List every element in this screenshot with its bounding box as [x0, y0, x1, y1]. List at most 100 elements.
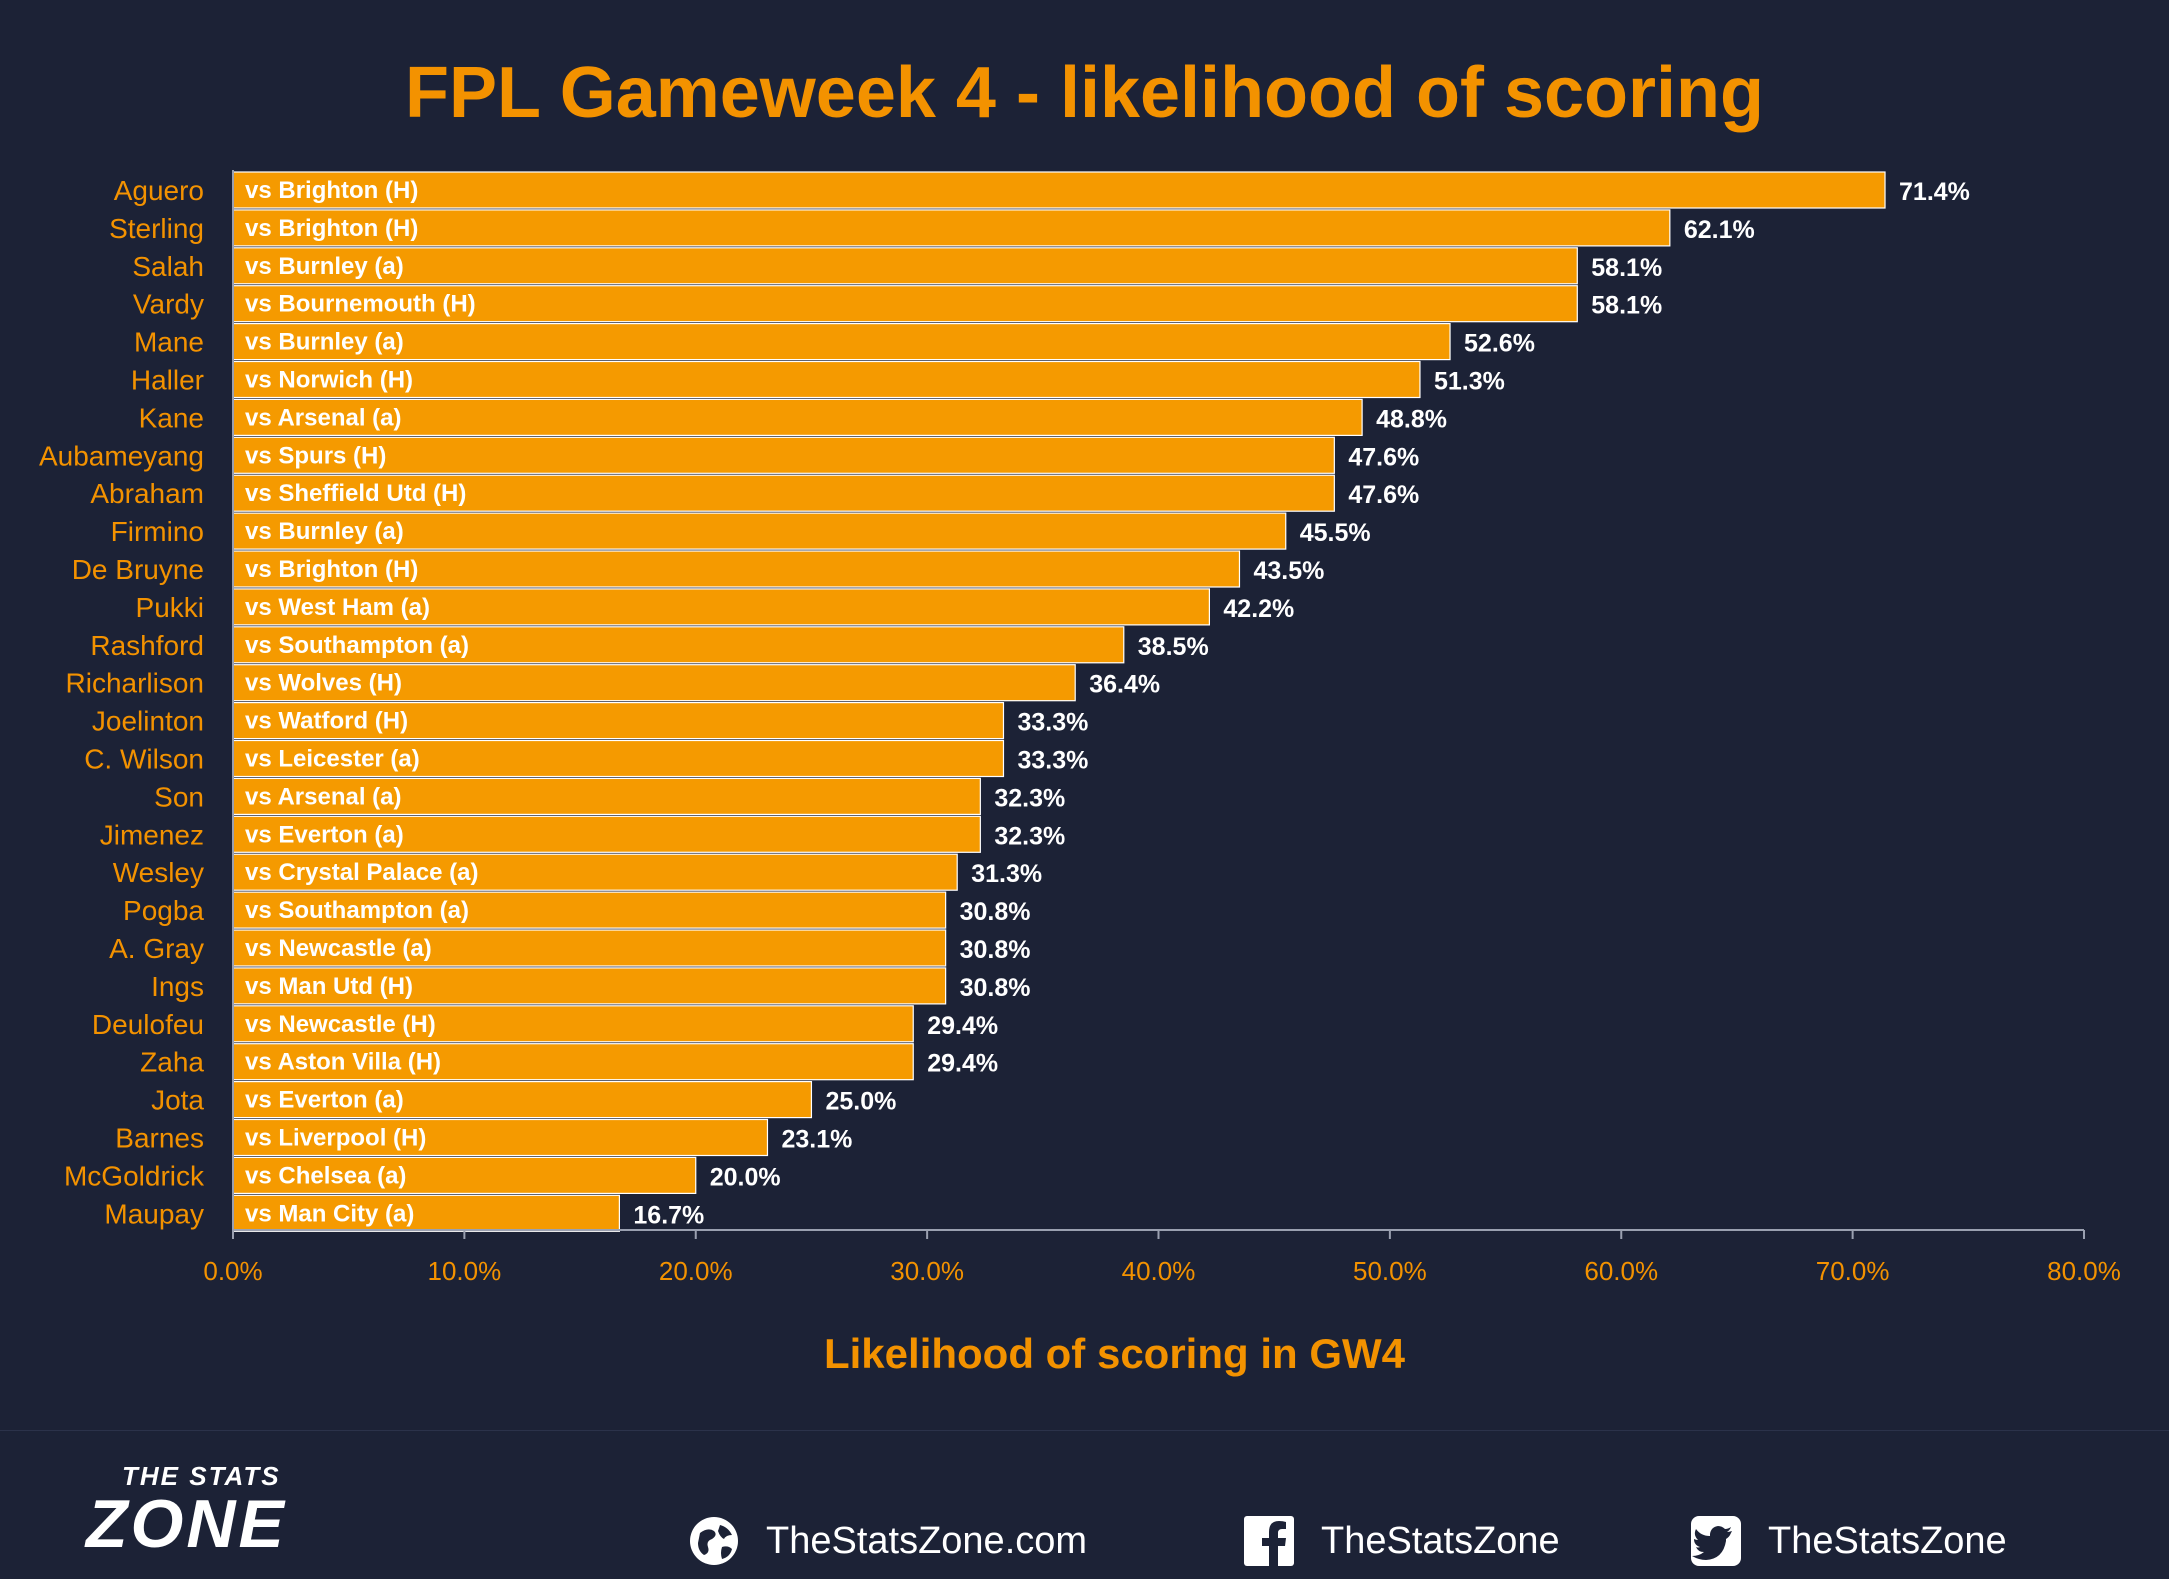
bar [232, 474, 1335, 512]
category-label: C. Wilson [84, 744, 204, 775]
fixture-label: vs Arsenal (a) [245, 404, 402, 431]
bar-chart: Aguero vs Brighton (H) 71.4% Sterling vs Bri… [39, 170, 2121, 1286]
data-label: 45.5% [1300, 519, 1371, 547]
bar [232, 588, 1211, 626]
fixture-label: vs Arsenal (a) [245, 783, 402, 810]
data-label: 52.6% [1464, 330, 1535, 358]
facebook-link[interactable]: TheStatsZone [1243, 1511, 1560, 1571]
bar [232, 398, 1363, 436]
x-tick-label: 30.0% [890, 1256, 964, 1286]
category-label: Richarlison [66, 668, 205, 699]
twitter-text: TheStatsZone [1768, 1519, 2007, 1562]
website-link[interactable]: TheStatsZone.com [688, 1511, 1087, 1571]
fixture-label: vs Sheffield Utd (H) [245, 480, 466, 507]
fixture-label: vs Crystal Palace (a) [245, 859, 478, 886]
fixture-label: vs Newcastle (H) [245, 1011, 436, 1038]
bar [232, 891, 947, 929]
bar [232, 550, 1241, 588]
category-label: Ings [151, 971, 204, 1002]
fixture-label: vs Brighton (H) [245, 556, 418, 583]
category-label: Son [154, 781, 204, 812]
data-label: 71.4% [1899, 178, 1970, 206]
category-label: Rashford [90, 630, 204, 661]
data-label: 32.3% [994, 822, 1065, 850]
x-axis-title: Likelihood of scoring in GW4 [823, 1330, 1405, 1377]
category-label: Aguero [114, 175, 204, 206]
facebook-icon [1244, 1516, 1294, 1566]
data-label: 48.8% [1376, 405, 1447, 433]
bar [232, 1118, 769, 1157]
data-label: 47.6% [1348, 481, 1419, 509]
fixture-label: vs West Ham (a) [245, 594, 430, 621]
data-label: 62.1% [1684, 216, 1755, 244]
data-label: 30.8% [960, 974, 1031, 1002]
fixture-label: vs Man City (a) [245, 1200, 414, 1227]
fixture-label: vs Spurs (H) [245, 442, 386, 469]
category-label: De Bruyne [72, 554, 204, 585]
x-tick-label: 20.0% [659, 1256, 733, 1286]
data-label: 30.8% [960, 898, 1031, 926]
bar [232, 626, 1125, 664]
data-label: 42.2% [1223, 595, 1294, 623]
fixture-label: vs Bournemouth (H) [245, 291, 476, 318]
globe-icon [690, 1517, 738, 1565]
data-label: 32.3% [994, 784, 1065, 812]
bar [232, 967, 947, 1005]
category-label: Abraham [90, 478, 204, 509]
x-tick-label: 70.0% [1816, 1256, 1890, 1286]
x-tick-label: 60.0% [1584, 1256, 1658, 1286]
category-label: Jimenez [100, 819, 204, 850]
fixture-label: vs Newcastle (a) [245, 935, 432, 962]
data-label: 51.3% [1434, 368, 1505, 396]
fixture-label: vs Burnley (a) [245, 253, 404, 280]
data-label: 30.8% [960, 936, 1031, 964]
fixture-label: vs Everton (a) [245, 821, 404, 848]
bar [232, 1156, 697, 1195]
x-tick-label: 0.0% [203, 1256, 262, 1286]
fixture-label: vs Everton (a) [245, 1087, 404, 1114]
data-label: 23.1% [781, 1126, 852, 1154]
data-label: 33.3% [1017, 747, 1088, 775]
fixture-label: vs Man Utd (H) [245, 973, 413, 1000]
category-label: Firmino [111, 516, 204, 547]
category-label: Jota [151, 1085, 204, 1116]
bar [232, 853, 958, 891]
fixture-label: vs Chelsea (a) [245, 1162, 406, 1189]
facebook-text: TheStatsZone [1321, 1519, 1560, 1562]
data-label: 29.4% [927, 1050, 998, 1078]
fixture-label: vs Wolves (H) [245, 670, 402, 697]
x-tick-label: 40.0% [1122, 1256, 1196, 1286]
x-tick-label: 10.0% [428, 1256, 502, 1286]
bar [232, 323, 1451, 361]
bar [232, 171, 1886, 209]
fixture-label: vs Liverpool (H) [245, 1125, 426, 1152]
x-tick-label: 80.0% [2047, 1256, 2121, 1286]
footer: THE STATS ZONE TheStatsZone.com TheStats… [0, 1430, 2169, 1579]
category-label: Vardy [133, 289, 204, 320]
category-label: Haller [131, 365, 204, 396]
data-label: 25.0% [825, 1088, 896, 1116]
data-label: 47.6% [1348, 443, 1419, 471]
fixture-label: vs Brighton (H) [245, 177, 418, 204]
bar [232, 929, 947, 967]
twitter-icon [1691, 1516, 1741, 1566]
category-label: Zaha [140, 1047, 204, 1078]
data-label: 31.3% [971, 860, 1042, 888]
fixture-label: vs Aston Villa (H) [245, 1049, 441, 1076]
twitter-link[interactable]: TheStatsZone [1690, 1511, 2007, 1571]
bar [232, 777, 981, 816]
category-label: Joelinton [92, 706, 204, 737]
bar [232, 1005, 914, 1043]
category-label: Mane [134, 327, 204, 358]
category-label: Deulofeu [92, 1009, 204, 1040]
bar [232, 512, 1287, 550]
bar [232, 436, 1335, 474]
data-label: 58.1% [1591, 292, 1662, 320]
fixture-label: vs Brighton (H) [245, 215, 418, 242]
bar [232, 1194, 620, 1232]
bar [232, 815, 981, 853]
data-label: 29.4% [927, 1012, 998, 1040]
category-label: A. Gray [109, 933, 204, 964]
fixture-label: vs Southampton (a) [245, 897, 469, 924]
category-label: Aubameyang [39, 440, 204, 471]
